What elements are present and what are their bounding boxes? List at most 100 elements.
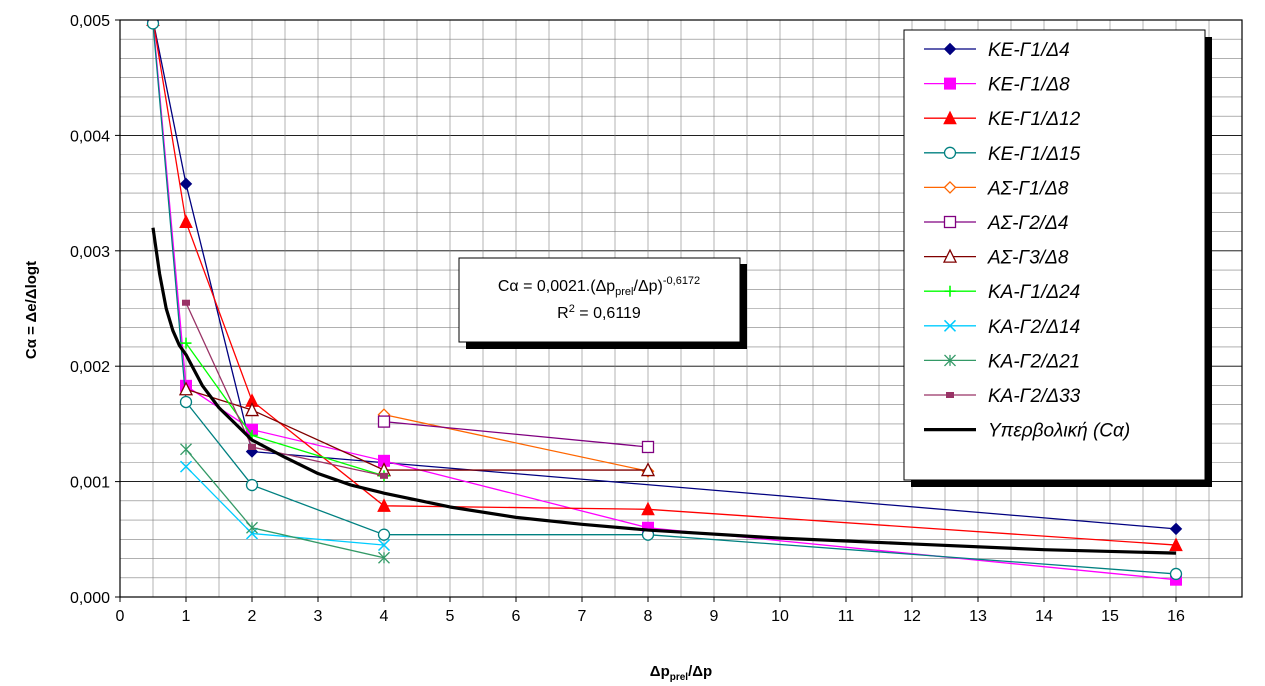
legend-swatch-marker <box>944 77 956 90</box>
data-point <box>246 521 258 534</box>
x-tick-label: 3 <box>314 608 323 625</box>
data-point <box>1169 567 1183 581</box>
x-tick-label: 6 <box>512 608 521 625</box>
legend-label: ΚΕ-Γ1/Δ12 <box>988 109 1081 130</box>
trendline <box>151 227 1177 555</box>
legend-label: Υπερβολική (Cα) <box>988 421 1130 442</box>
legend-label: ΑΣ-Γ1/Δ8 <box>987 178 1069 199</box>
data-point <box>178 381 194 396</box>
series-line <box>152 23 1177 575</box>
data-point <box>377 539 391 552</box>
legend-swatch-marker <box>946 392 954 398</box>
data-point <box>641 501 655 516</box>
equation-subscript: prel <box>615 286 633 298</box>
data-point <box>640 462 656 477</box>
x-tick-label: 7 <box>578 608 587 625</box>
data-point <box>180 443 192 456</box>
data-point <box>146 20 160 30</box>
series-line <box>383 414 649 472</box>
data-point <box>248 443 256 450</box>
legend-label: ΚΕ-Γ1/Δ4 <box>988 40 1070 61</box>
series-9 <box>180 443 390 564</box>
r-squared-exponent: 2 <box>569 303 575 315</box>
legend-label: ΑΣ-Γ3/Δ8 <box>987 248 1069 269</box>
x-axis-label-main: Δp <box>650 663 670 680</box>
x-axis-label-tail: /Δp <box>688 663 712 680</box>
y-tick-label: 0,001 <box>70 475 110 492</box>
r-squared-text: R2 = 0,6119 <box>557 303 641 322</box>
data-point <box>179 395 193 409</box>
legend-item: ΚΕ-Γ1/Δ8 <box>924 75 1070 96</box>
x-tick-label: 2 <box>248 608 257 625</box>
data-point <box>1169 537 1183 552</box>
x-tick-label: 15 <box>1101 608 1119 625</box>
data-point <box>179 177 193 191</box>
series-layer <box>146 20 1183 586</box>
legend-item: ΑΣ-Γ2/Δ4 <box>924 213 1068 234</box>
x-tick-label: 11 <box>838 608 855 625</box>
series-line <box>152 20 1177 530</box>
series-8 <box>179 460 391 552</box>
data-point <box>245 527 259 540</box>
legend-item: Υπερβολική (Cα) <box>924 421 1130 442</box>
data-point <box>180 337 192 349</box>
legend-item: ΚΑ-Γ2/Δ21 <box>924 351 1080 372</box>
y-axis-label: Cα = Δe/Δlogt <box>23 261 40 359</box>
legend-swatch-marker <box>943 180 957 194</box>
x-axis-label: Δpprel/Δp <box>650 663 712 683</box>
legend-item: ΚΕ-Γ1/Δ12 <box>924 109 1081 130</box>
legend-swatch-marker <box>944 285 956 297</box>
x-tick-label: 0 <box>116 608 125 625</box>
series-10 <box>182 299 388 479</box>
x-tick-label: 12 <box>903 608 921 625</box>
x-tick-label: 1 <box>182 608 191 625</box>
x-tick-label: 13 <box>969 608 987 625</box>
x-tick-label: 9 <box>710 608 719 625</box>
data-point <box>244 402 260 417</box>
legend-swatch-marker <box>943 215 957 229</box>
r-squared-r: R <box>557 305 569 322</box>
legend-label: ΚΕ-Γ1/Δ8 <box>988 75 1070 96</box>
data-point <box>377 415 391 428</box>
x-axis-ticks: 0 1 2 3 4 5 6 7 8 9 10 11 12 13 14 15 16 <box>116 597 1185 625</box>
series-line <box>185 388 648 471</box>
data-point <box>179 214 193 228</box>
legend-item: ΑΣ-Γ3/Δ8 <box>924 248 1069 269</box>
legend-label: ΑΣ-Γ2/Δ4 <box>987 213 1068 234</box>
data-point <box>377 528 391 541</box>
data-point <box>245 478 259 492</box>
y-axis-ticks: 0,000 0,001 0,002 0,003 0,004 0,005 <box>70 13 120 607</box>
legend-label: ΚΑ-Γ2/Δ33 <box>988 386 1081 407</box>
series-6 <box>178 381 656 477</box>
legend-label: ΚΑ-Γ2/Δ14 <box>988 317 1080 338</box>
legend-item: ΚΑ-Γ1/Δ24 <box>924 282 1080 303</box>
data-point <box>182 299 190 306</box>
equation-exponent: -0,6172 <box>663 275 700 287</box>
data-point <box>378 551 390 564</box>
data-point <box>377 498 391 512</box>
x-tick-label: 5 <box>446 608 455 625</box>
x-tick-label: 8 <box>644 608 653 625</box>
y-tick-label: 0,002 <box>70 359 110 376</box>
legend-items: ΚΕ-Γ1/Δ4 ΚΕ-Γ1/Δ8 ΚΕ-Γ1/Δ12 ΚΕ-Γ1/Δ15 ΑΣ-Γ1/… <box>924 40 1130 442</box>
series-5 <box>377 415 655 454</box>
data-point <box>179 460 193 473</box>
legend-swatch-marker <box>942 248 958 263</box>
x-tick-label: 10 <box>771 608 789 625</box>
y-tick-label: 0,003 <box>70 244 110 261</box>
series-line <box>383 420 649 448</box>
equation-part-1: Cα = 0,0021.(Δp <box>498 278 615 295</box>
legend: ΚΕ-Γ1/Δ4 ΚΕ-Γ1/Δ8 ΚΕ-Γ1/Δ12 ΚΕ-Γ1/Δ15 ΑΣ-Γ1/… <box>903 29 1212 487</box>
y-tick-label: 0,004 <box>70 128 110 145</box>
legend-item: ΚΕ-Γ1/Δ4 <box>924 40 1070 61</box>
legend-item: ΚΑ-Γ2/Δ14 <box>924 317 1080 338</box>
x-tick-label: 4 <box>380 608 389 625</box>
equation-text: Cα = 0,0021.(Δpprel/Δp)-0,6172 <box>498 275 700 298</box>
legend-swatch-marker <box>943 42 957 56</box>
series-11 <box>151 227 1177 555</box>
legend-swatch-marker <box>944 354 956 367</box>
data-point <box>641 440 655 454</box>
legend-item: ΚΕ-Γ1/Δ15 <box>924 144 1081 165</box>
annotation-box <box>458 257 741 343</box>
